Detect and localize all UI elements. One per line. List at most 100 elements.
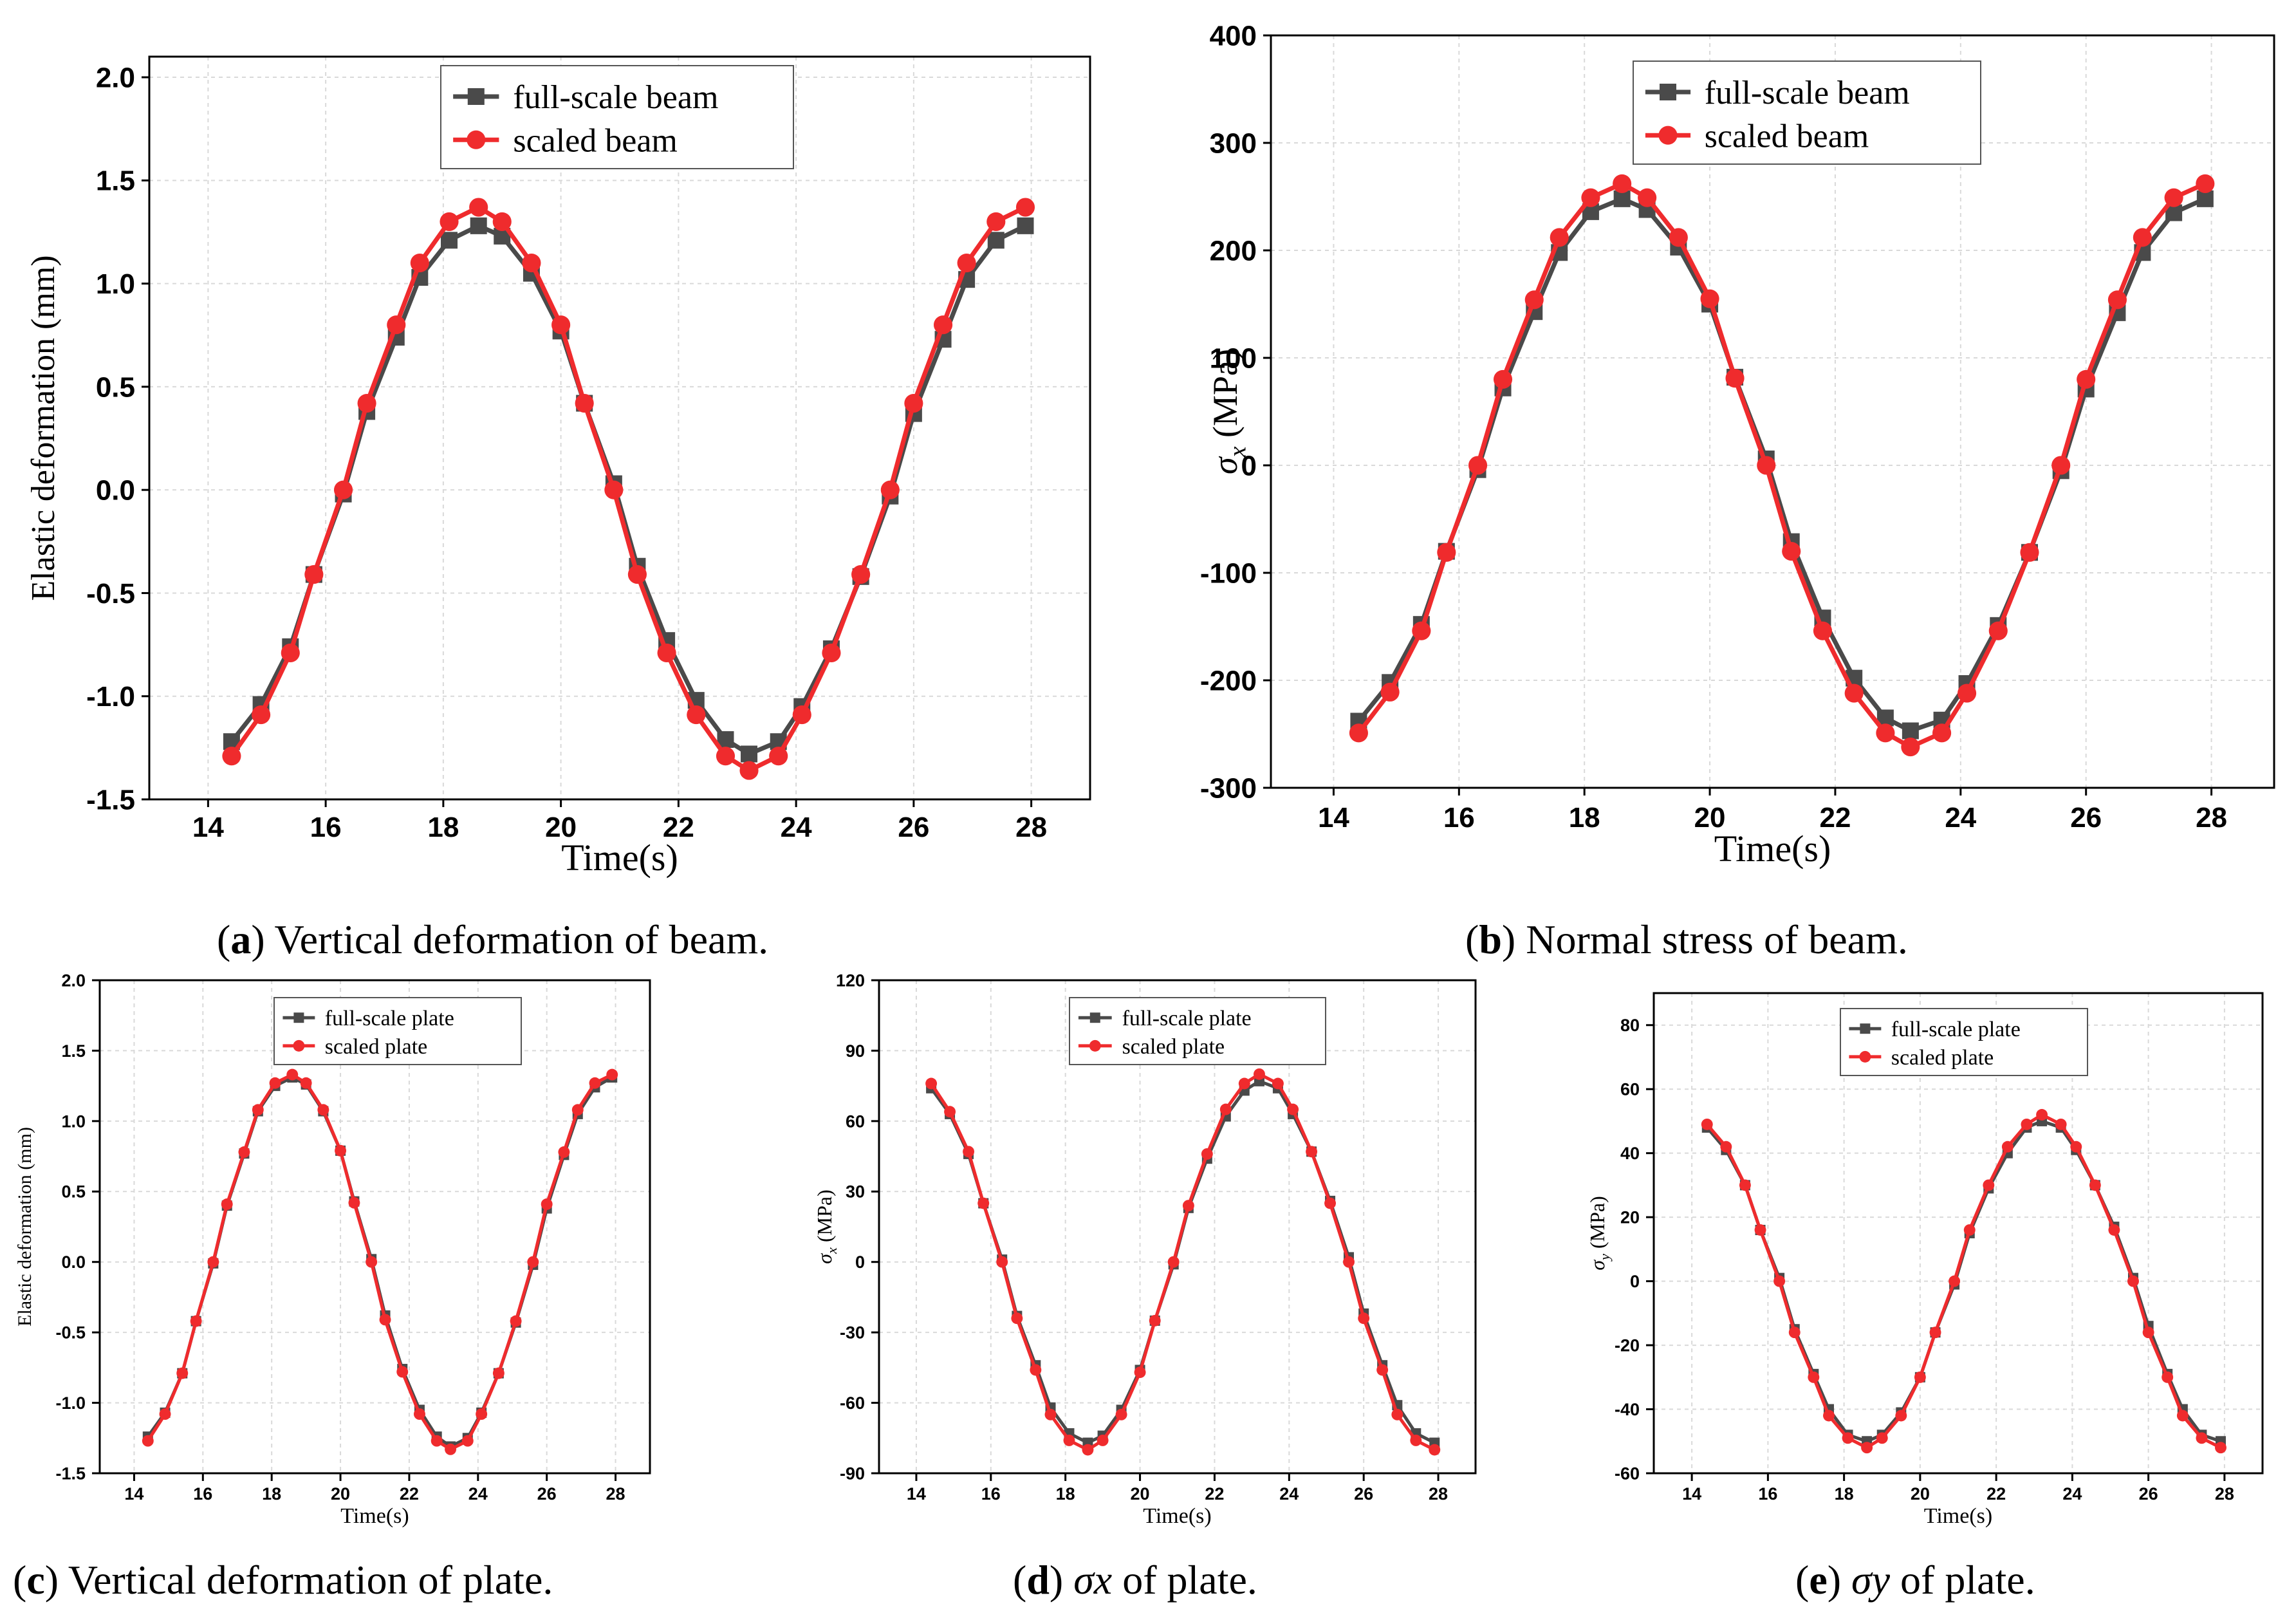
x-axis-label: Time(s) <box>1714 828 1831 870</box>
x-tick-label: 18 <box>1835 1484 1854 1504</box>
y-axis-label-subscript: x <box>824 1247 840 1254</box>
data-point <box>1044 1408 1057 1420</box>
data-point <box>1437 543 1456 562</box>
data-point <box>238 1146 250 1158</box>
data-point <box>589 1077 601 1089</box>
data-point <box>470 217 487 234</box>
data-point <box>281 643 300 662</box>
data-point <box>440 212 459 232</box>
caption-label: d <box>1026 1557 1050 1603</box>
data-point <box>1082 1444 1094 1456</box>
data-point <box>159 1408 171 1420</box>
panel-caption: (b) Normal stress of beam. <box>1465 917 1908 962</box>
data-point <box>269 1077 281 1089</box>
data-point <box>492 1367 505 1379</box>
data-point <box>1182 1200 1194 1212</box>
data-point <box>286 1068 299 1081</box>
y-tick-label: -0.5 <box>86 578 135 610</box>
y-tick-label: 200 <box>1210 235 1257 266</box>
caption-open: ( <box>1465 917 1479 962</box>
x-tick-label: 28 <box>2215 1484 2234 1504</box>
legend-marker <box>293 1039 305 1052</box>
x-tick-label: 16 <box>193 1484 212 1504</box>
y-tick-label: -90 <box>840 1464 865 1483</box>
data-point <box>1861 1442 1873 1454</box>
y-tick-label: 400 <box>1210 20 1257 51</box>
series-scaled <box>1349 174 2215 757</box>
x-tick-label: 16 <box>310 812 342 843</box>
y-tick-label: 1.5 <box>96 165 135 197</box>
data-point <box>2036 1109 2048 1121</box>
x-tick-label: 22 <box>663 812 694 843</box>
data-point <box>1149 1314 1161 1327</box>
series-scaled <box>222 198 1035 780</box>
x-tick-label: 26 <box>2139 1484 2158 1504</box>
legend-marker <box>1658 126 1678 145</box>
y-axis-label-unit: (MPa) <box>1586 1196 1609 1254</box>
data-point <box>1957 684 1977 703</box>
data-point <box>492 212 512 232</box>
y-tick-label: -1.5 <box>55 1464 86 1483</box>
data-point <box>1391 1408 1403 1420</box>
data-point <box>379 1314 391 1326</box>
y-tick-label: 0.0 <box>96 475 135 507</box>
y-axis-label-symbol: σ <box>1206 456 1245 474</box>
data-point <box>1306 1146 1318 1158</box>
data-point <box>221 1198 233 1210</box>
data-point <box>1895 1410 1907 1422</box>
series-line <box>146 1073 613 1451</box>
data-point <box>1468 456 1488 475</box>
legend-marker <box>1660 84 1676 100</box>
x-tick-label: 24 <box>468 1484 488 1504</box>
data-point <box>441 232 458 249</box>
plot-frame <box>1653 992 2264 1475</box>
x-axis-label: Time(s) <box>561 837 678 879</box>
y-tick-label: 2.0 <box>61 971 86 990</box>
data-point <box>2020 543 2039 562</box>
data-point <box>963 1146 975 1158</box>
data-point <box>1343 1256 1355 1268</box>
series-line <box>1705 1113 2222 1449</box>
plot-frame <box>1270 34 2275 789</box>
x-tick-label: 14 <box>124 1484 144 1504</box>
data-point <box>1201 1148 1213 1160</box>
legend: full-scale plate scaled plate <box>273 997 522 1065</box>
data-point <box>300 1077 312 1089</box>
data-point <box>2176 1410 2189 1422</box>
data-point <box>410 253 429 273</box>
data-point <box>792 705 811 725</box>
data-point <box>1725 369 1745 388</box>
data-point <box>317 1104 329 1116</box>
panel-caption: (a) Vertical deformation of beam. <box>217 917 768 962</box>
x-tick-label: 28 <box>1015 812 1047 843</box>
series-scaled <box>1701 1109 2227 1454</box>
data-point <box>880 480 900 499</box>
x-axis-label: Time(s) <box>1143 1504 1211 1528</box>
x-tick-label: 26 <box>537 1484 557 1504</box>
x-tick-label: 24 <box>2062 1484 2082 1504</box>
caption-text: ) <box>1050 1557 1073 1603</box>
data-point <box>1097 1434 1109 1446</box>
data-point <box>741 745 758 763</box>
data-point <box>461 1435 474 1447</box>
data-point <box>2001 1141 2014 1153</box>
y-tick-label: -20 <box>1615 1336 1640 1355</box>
data-point <box>1287 1103 1299 1115</box>
legend-box <box>440 65 794 169</box>
caption-symbol: σx <box>1073 1557 1112 1603</box>
data-point <box>222 747 241 766</box>
x-tick-label: 14 <box>1682 1484 1701 1504</box>
x-tick-label: 18 <box>1056 1484 1075 1504</box>
data-point <box>1550 228 1569 247</box>
data-point <box>190 1315 202 1327</box>
x-tick-label: 16 <box>981 1484 1001 1504</box>
legend-box <box>1069 997 1326 1065</box>
data-point <box>430 1435 443 1447</box>
data-point <box>396 1366 409 1378</box>
plot-frame <box>148 55 1091 801</box>
data-point <box>541 1198 553 1210</box>
legend: full-scale plate scaled plate <box>1069 997 1326 1065</box>
plot-frame <box>98 979 651 1475</box>
data-point <box>252 705 271 725</box>
